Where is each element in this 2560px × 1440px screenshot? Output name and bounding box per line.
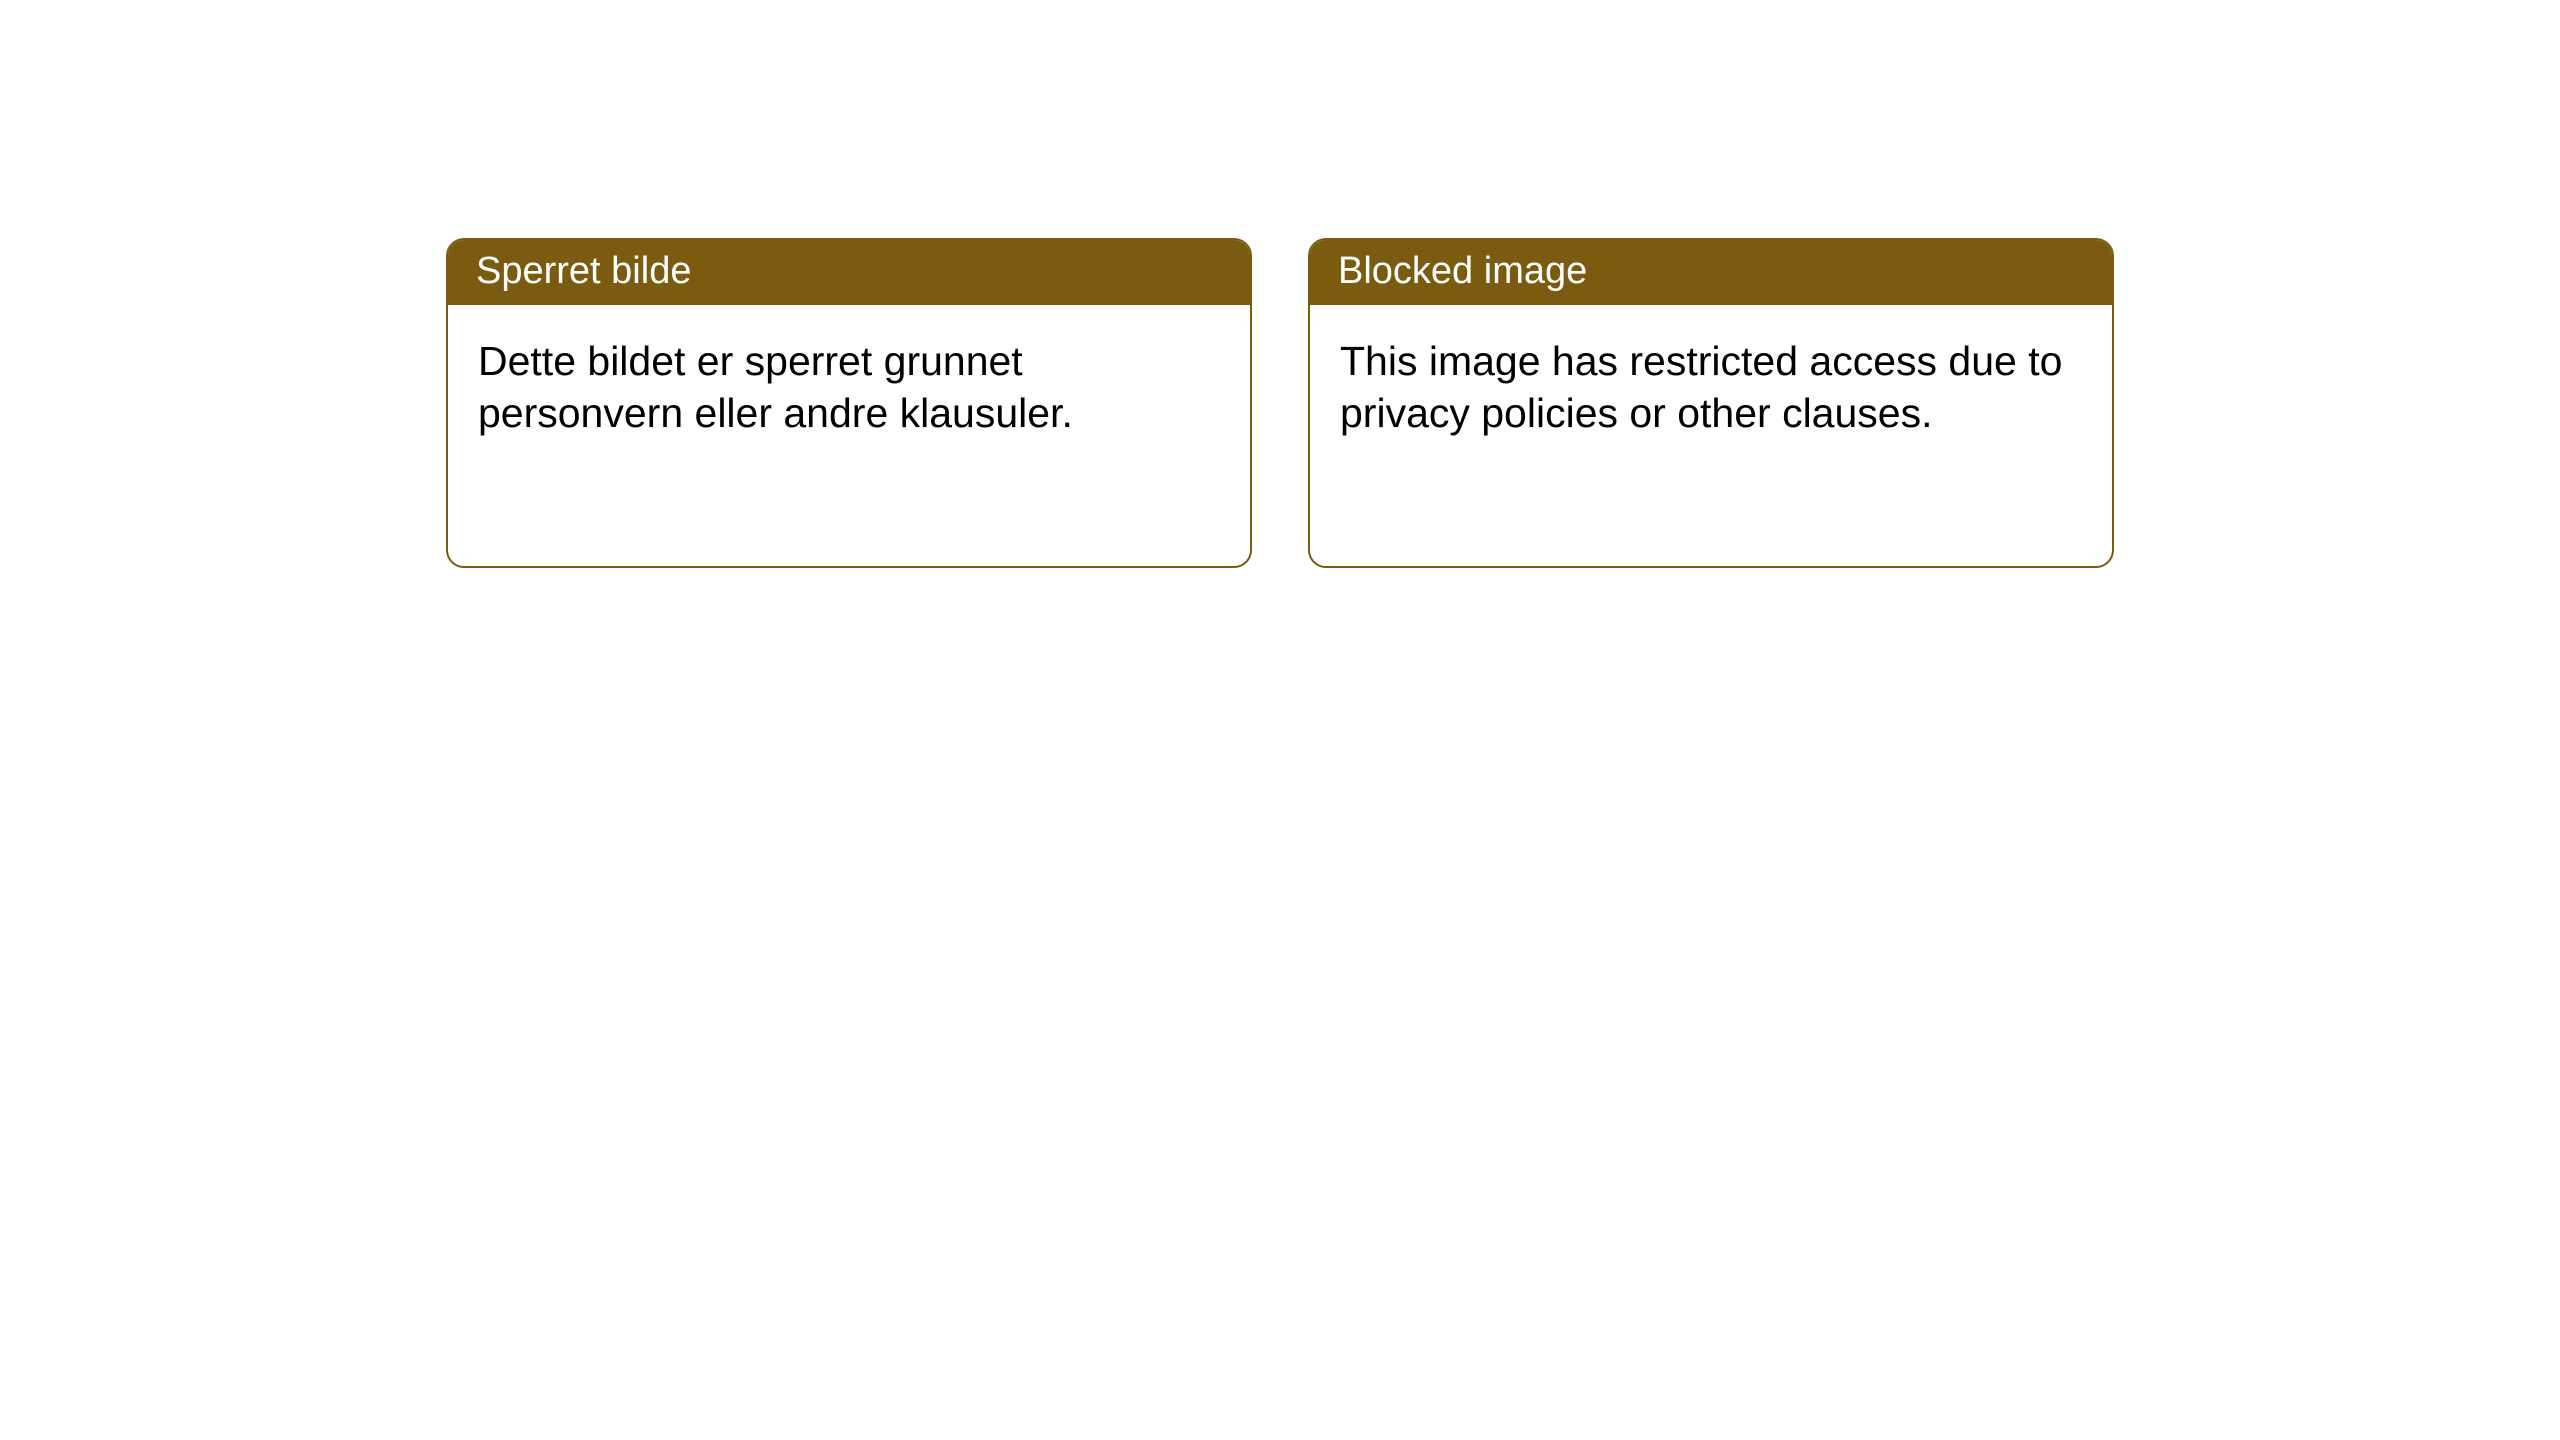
- card-body-text: Dette bildet er sperret grunnet personve…: [478, 338, 1073, 436]
- card-header: Sperret bilde: [448, 240, 1250, 305]
- notice-card-en: Blocked image This image has restricted …: [1308, 238, 2114, 568]
- card-body: Dette bildet er sperret grunnet personve…: [448, 305, 1250, 470]
- card-title: Sperret bilde: [476, 250, 691, 292]
- card-header: Blocked image: [1310, 240, 2112, 305]
- notice-container: Sperret bilde Dette bildet er sperret gr…: [0, 0, 2560, 568]
- card-body: This image has restricted access due to …: [1310, 305, 2112, 470]
- card-title: Blocked image: [1338, 250, 1587, 292]
- card-body-text: This image has restricted access due to …: [1340, 338, 2062, 436]
- notice-card-no: Sperret bilde Dette bildet er sperret gr…: [446, 238, 1252, 568]
